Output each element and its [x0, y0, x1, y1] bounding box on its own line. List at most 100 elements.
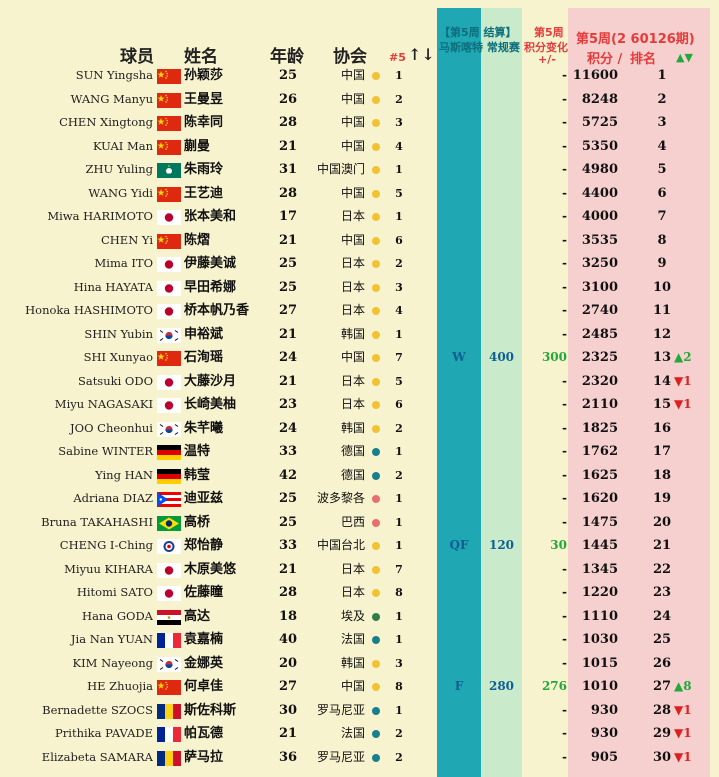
continent-dot-icon: [372, 354, 380, 362]
ranking-position: 20: [652, 514, 672, 530]
association-index: 6: [395, 398, 403, 411]
table-row: Hina HAYATA 早田希娜 25 日本 3 -3100 10: [0, 276, 719, 300]
ranking-position: 25: [652, 632, 672, 647]
rank-movement: ▲8: [674, 679, 692, 693]
rank-movement: ▼1: [674, 749, 692, 764]
event-points: [483, 487, 520, 511]
points-change: -: [562, 608, 567, 623]
association-index: 8: [395, 586, 403, 599]
player-name-cn: 高桥: [184, 514, 211, 530]
event-result: [441, 111, 477, 135]
flag-jp-icon: [157, 374, 181, 390]
player-name-cn: 郑怡静: [184, 538, 224, 553]
player-association: 韩国: [340, 326, 365, 341]
player-age: 26: [278, 91, 298, 107]
player-name-en: Hina HAYATA: [73, 279, 153, 294]
player-name-cn: 早田希娜: [184, 279, 237, 295]
table-row: CHENG I-Ching 郑怡静 33 中国台北 1 QF 120 30 1445 21: [0, 534, 719, 558]
event-result: [441, 746, 477, 770]
player-age: 40: [278, 632, 298, 647]
table-row: SHIN Yubin 申裕斌 21 韩国 1 -2485 12: [0, 323, 719, 347]
ranking-points: 1345: [581, 561, 618, 577]
flag-kr-icon: [157, 421, 181, 437]
player-name-cn: 朱芊曦: [184, 420, 224, 436]
player-name-cn: 萨马拉: [184, 749, 224, 765]
event-points: [483, 182, 520, 206]
event-result: F: [454, 679, 464, 693]
sort-icon[interactable]: ↑↓: [408, 45, 435, 64]
player-association: 日本: [340, 256, 365, 270]
ranking-points: 1825: [581, 420, 618, 436]
points-change: -: [562, 420, 567, 435]
header-change-line3: +/-: [538, 53, 556, 66]
event-result: [441, 88, 477, 112]
ranking-position: 29: [652, 726, 672, 741]
ranking-position: 12: [652, 326, 672, 342]
table-row: Miyuu KIHARA 木原美悠 21 日本 7 -1345 22: [0, 558, 719, 582]
points-change: -: [562, 514, 567, 529]
table-row: ZHU Yuling 朱雨玲 31 中国澳门 1 -4980 5: [0, 158, 719, 182]
event-result: [441, 558, 477, 582]
association-index: 1: [395, 327, 403, 341]
player-name-en: Adriana DIAZ: [73, 491, 153, 505]
player-association: 日本: [340, 303, 365, 317]
continent-dot-icon: [372, 753, 380, 762]
flag-jp-icon: [157, 304, 181, 319]
header-event-line1: 【第5周 结算】: [439, 26, 517, 39]
player-name-cn: 帕瓦德: [184, 726, 224, 741]
ranking-position: 23: [652, 585, 672, 600]
player-name-en: ZHU Yuling: [85, 162, 154, 176]
continent-dot-icon: [372, 706, 380, 715]
continent-dot-icon: [372, 72, 380, 80]
points-change: -: [562, 185, 567, 200]
player-age: 30: [278, 702, 298, 718]
event-result: [441, 323, 477, 347]
player-association: 巴西: [340, 514, 365, 529]
event-result: [441, 628, 477, 652]
player-name-en: CHENG I-Ching: [59, 538, 153, 552]
player-age: 24: [278, 350, 298, 365]
player-age: 21: [278, 326, 298, 342]
header-player: 球员: [120, 47, 154, 67]
ranking-points: 2325: [581, 350, 618, 365]
event-points: [483, 135, 520, 159]
header-move: ▲▼: [676, 51, 693, 64]
player-name-cn: 申裕斌: [184, 326, 224, 342]
continent-dot-icon: [372, 659, 380, 668]
player-association: 日本: [340, 373, 365, 388]
ranking-points: 2320: [581, 373, 618, 389]
flag-cn-icon: [157, 116, 181, 131]
event-result: [441, 182, 477, 206]
continent-dot-icon: [372, 565, 380, 574]
event-result: [441, 487, 477, 511]
points-change: -: [562, 256, 567, 270]
table-row: SUN Yingsha 孙颖莎 25 中国 1 -11600 1: [0, 64, 719, 88]
player-name-cn: 陈熠: [184, 232, 211, 248]
continent-dot-icon: [372, 612, 380, 621]
player-association: 罗马尼亚: [316, 702, 365, 717]
player-name-en: Bernadette SZOCS: [42, 702, 153, 717]
ranking-position: 10: [652, 279, 672, 295]
player-name-cn: 木原美悠: [184, 561, 237, 577]
points-change: -: [562, 68, 567, 82]
continent-dot-icon: [372, 518, 380, 527]
player-name-en: CHEN Yi: [100, 232, 153, 247]
ranking-position: 4: [657, 138, 667, 154]
ranking-points: 930: [590, 726, 618, 741]
event-points: [483, 440, 520, 464]
ranking-points: 8248: [581, 91, 618, 107]
event-points: [483, 558, 520, 582]
player-name-en: WANG Manyu: [70, 91, 153, 106]
association-index: 3: [395, 280, 403, 294]
points-change: -: [562, 632, 567, 646]
header-week-title: 第5周(2 60126期): [576, 32, 695, 47]
points-change: -: [562, 209, 567, 223]
player-name-en: Miyu NAGASAKI: [54, 397, 153, 411]
points-change: -: [562, 749, 567, 764]
player-age: 21: [278, 138, 298, 154]
association-index: 7: [395, 562, 403, 576]
points-change: 276: [541, 679, 567, 693]
event-points: [483, 64, 520, 88]
table-row: Hitomi SATO 佐藤瞳 28 日本 8 -1220 23: [0, 581, 719, 605]
header-index: #5: [389, 51, 406, 64]
